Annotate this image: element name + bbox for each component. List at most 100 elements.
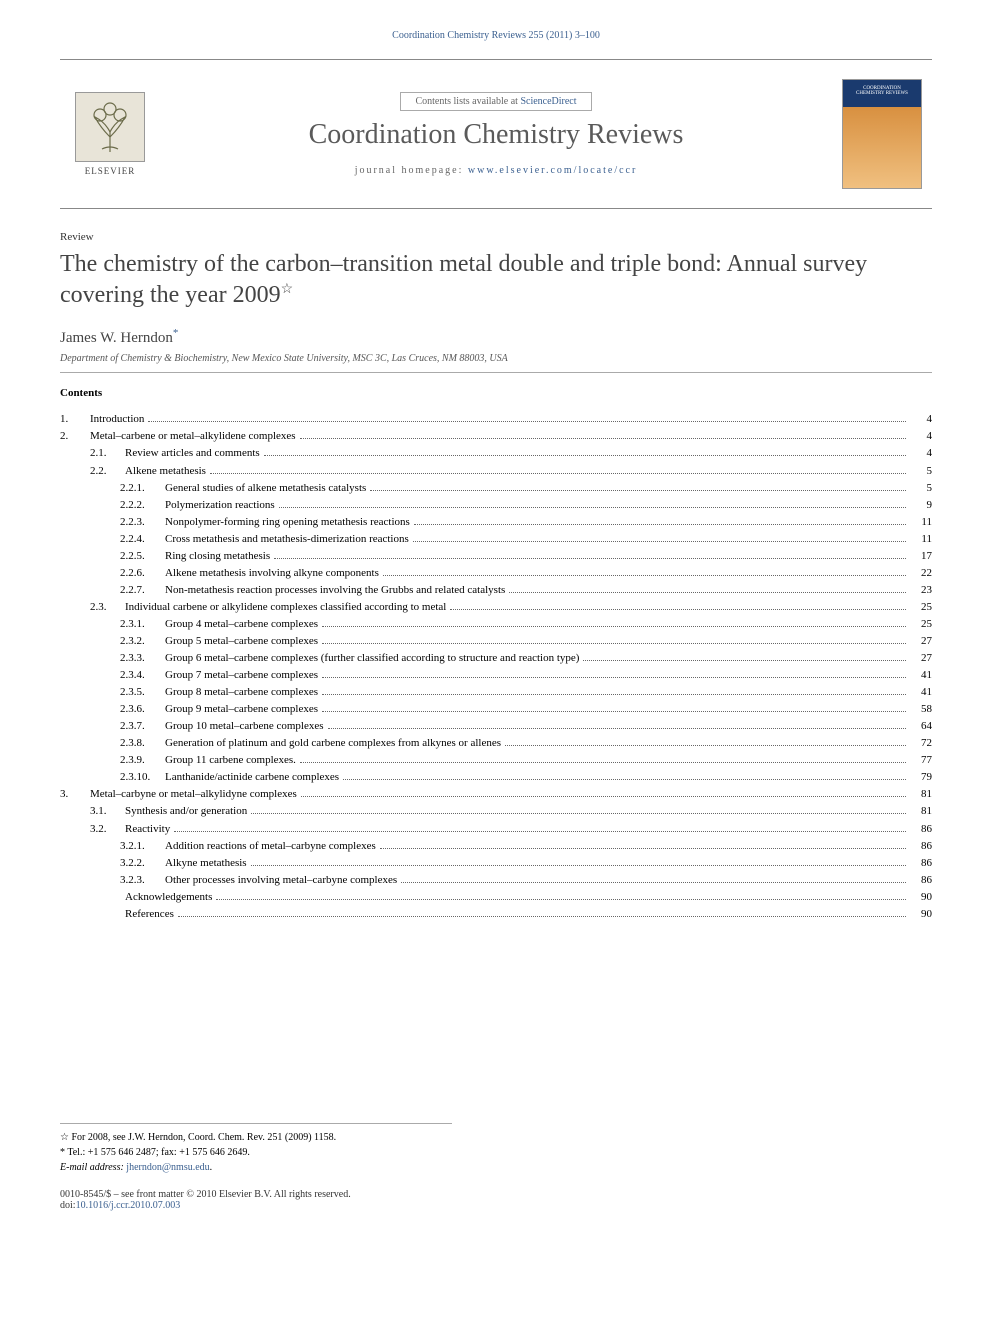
toc-number: 2.2.	[90, 463, 125, 480]
toc-entry[interactable]: 3.2.3.Other processes involving metal–ca…	[60, 872, 932, 889]
article-type: Review	[60, 231, 932, 243]
toc-entry[interactable]: 1.Introduction4	[60, 411, 932, 428]
toc-number: 3.2.2.	[120, 855, 165, 872]
toc-entry[interactable]: References90	[60, 906, 932, 923]
toc-title: Lanthanide/actinide carbene complexes	[165, 769, 339, 786]
toc-leader-dots	[401, 882, 906, 883]
sciencedirect-link[interactable]: ScienceDirect	[520, 96, 576, 107]
toc-entry[interactable]: 2.Metal–carbene or metal–alkylidene comp…	[60, 428, 932, 445]
toc-entry[interactable]: 2.3.4.Group 7 metal–carbene complexes41	[60, 667, 932, 684]
toc-entry[interactable]: 2.3.Individual carbene or alkylidene com…	[60, 599, 932, 616]
paper-title: The chemistry of the carbon–transition m…	[60, 249, 932, 311]
toc-number: 2.3.8.	[120, 735, 165, 752]
toc-entry[interactable]: 2.3.7.Group 10 metal–carbene complexes64	[60, 718, 932, 735]
toc-entry[interactable]: 3.1.Synthesis and/or generation81	[60, 803, 932, 820]
toc-page: 81	[910, 786, 932, 803]
doi-line: doi:10.1016/j.ccr.2010.07.003	[60, 1200, 932, 1211]
footnote-corresponding: * Tel.: +1 575 646 2487; fax: +1 575 646…	[60, 1145, 452, 1160]
toc-title: Cross metathesis and metathesis-dimeriza…	[165, 531, 409, 548]
toc-page: 79	[910, 769, 932, 786]
toc-page: 4	[910, 428, 932, 445]
toc-entry[interactable]: 2.1.Review articles and comments4	[60, 445, 932, 462]
toc-title: Alkyne metathesis	[165, 855, 247, 872]
toc-entry[interactable]: 2.2.6.Alkene metathesis involving alkyne…	[60, 565, 932, 582]
toc-entry[interactable]: 2.2.Alkene metathesis5	[60, 463, 932, 480]
toc-entry[interactable]: 2.3.9.Group 11 carbene complexes.77	[60, 752, 932, 769]
toc-page: 77	[910, 752, 932, 769]
toc-title: Group 7 metal–carbene complexes	[165, 667, 318, 684]
toc-entry[interactable]: 2.2.7.Non-metathesis reaction processes …	[60, 582, 932, 599]
toc-number: 2.3.6.	[120, 701, 165, 718]
author-affiliation: Department of Chemistry & Biochemistry, …	[60, 353, 932, 364]
cover-thumb-block: COORDINATION CHEMISTRY REVIEWS	[832, 60, 932, 208]
toc-leader-dots	[322, 711, 906, 712]
toc-page: 23	[910, 582, 932, 599]
toc-page: 58	[910, 701, 932, 718]
divider	[60, 372, 932, 373]
toc-page: 25	[910, 599, 932, 616]
cover-line2: CHEMISTRY REVIEWS	[856, 91, 908, 96]
toc-number: 2.2.6.	[120, 565, 165, 582]
toc-page: 4	[910, 411, 932, 428]
toc-number: 3.	[60, 786, 90, 803]
toc-title: Alkene metathesis	[125, 463, 206, 480]
doi-label: doi:	[60, 1200, 76, 1211]
toc-entry[interactable]: 2.3.3.Group 6 metal–carbene complexes (f…	[60, 650, 932, 667]
footer-meta: 0010-8545/$ – see front matter © 2010 El…	[60, 1189, 932, 1211]
toc-title: Ring closing metathesis	[165, 548, 270, 565]
toc-entry[interactable]: 3.2.1.Addition reactions of metal–carbyn…	[60, 838, 932, 855]
toc-number: 2.2.5.	[120, 548, 165, 565]
toc-entry[interactable]: 2.3.5.Group 8 metal–carbene complexes41	[60, 684, 932, 701]
toc-number: 2.3.1.	[120, 616, 165, 633]
toc-leader-dots	[383, 575, 906, 576]
toc-page: 4	[910, 445, 932, 462]
toc-page: 5	[910, 480, 932, 497]
toc-entry[interactable]: 2.2.5.Ring closing metathesis17	[60, 548, 932, 565]
toc-page: 22	[910, 565, 932, 582]
toc-entry[interactable]: 3.2.Reactivity86	[60, 821, 932, 838]
toc-page: 9	[910, 497, 932, 514]
doi-link[interactable]: 10.1016/j.ccr.2010.07.003	[76, 1200, 181, 1211]
toc-number: 2.3.10.	[120, 769, 165, 786]
table-of-contents: 1.Introduction42.Metal–carbene or metal–…	[60, 411, 932, 922]
elsevier-logo[interactable]: ELSEVIER	[70, 84, 150, 184]
toc-page: 11	[910, 514, 932, 531]
toc-entry[interactable]: 2.2.2.Polymerization reactions9	[60, 497, 932, 514]
toc-entry[interactable]: 2.3.8.Generation of platinum and gold ca…	[60, 735, 932, 752]
toc-page: 64	[910, 718, 932, 735]
toc-number: 3.2.3.	[120, 872, 165, 889]
author-email-link[interactable]: jherndon@nmsu.edu	[126, 1162, 209, 1173]
toc-leader-dots	[174, 831, 906, 832]
toc-leader-dots	[505, 745, 906, 746]
toc-leader-dots	[300, 762, 906, 763]
toc-number: 2.3.7.	[120, 718, 165, 735]
toc-entry[interactable]: 3.Metal–carbyne or metal–alkylidyne comp…	[60, 786, 932, 803]
toc-entry[interactable]: Acknowledgements90	[60, 889, 932, 906]
toc-page: 27	[910, 633, 932, 650]
toc-title: Metal–carbyne or metal–alkylidyne comple…	[90, 786, 297, 803]
issn-copyright-line: 0010-8545/$ – see front matter © 2010 El…	[60, 1189, 932, 1200]
toc-entry[interactable]: 2.2.1.General studies of alkene metathes…	[60, 480, 932, 497]
toc-page: 25	[910, 616, 932, 633]
toc-entry[interactable]: 2.3.1.Group 4 metal–carbene complexes 25	[60, 616, 932, 633]
toc-title: Addition reactions of metal–carbyne comp…	[165, 838, 376, 855]
toc-number: 3.2.	[90, 821, 125, 838]
toc-leader-dots	[322, 677, 906, 678]
toc-entry[interactable]: 2.3.6.Group 9 metal–carbene complexes58	[60, 701, 932, 718]
toc-number: 2.	[60, 428, 90, 445]
title-text: The chemistry of the carbon–transition m…	[60, 251, 867, 308]
toc-entry[interactable]: 2.2.4.Cross metathesis and metathesis-di…	[60, 531, 932, 548]
toc-leader-dots	[301, 796, 906, 797]
toc-title: Group 4 metal–carbene complexes	[165, 616, 318, 633]
toc-number: 2.2.4.	[120, 531, 165, 548]
toc-entry[interactable]: 3.2.2.Alkyne metathesis 86	[60, 855, 932, 872]
journal-cover-thumbnail[interactable]: COORDINATION CHEMISTRY REVIEWS	[842, 79, 922, 189]
toc-entry[interactable]: 2.2.3.Nonpolymer-forming ring opening me…	[60, 514, 932, 531]
toc-leader-dots	[251, 865, 906, 866]
toc-entry[interactable]: 2.3.10.Lanthanide/actinide carbene compl…	[60, 769, 932, 786]
toc-page: 86	[910, 855, 932, 872]
footnotes-block: ☆ For 2008, see J.W. Herndon, Coord. Che…	[60, 1123, 452, 1175]
journal-homepage-link[interactable]: www.elsevier.com/locate/ccr	[468, 165, 637, 176]
toc-number: 2.3.	[90, 599, 125, 616]
toc-entry[interactable]: 2.3.2.Group 5 metal–carbene complexes27	[60, 633, 932, 650]
